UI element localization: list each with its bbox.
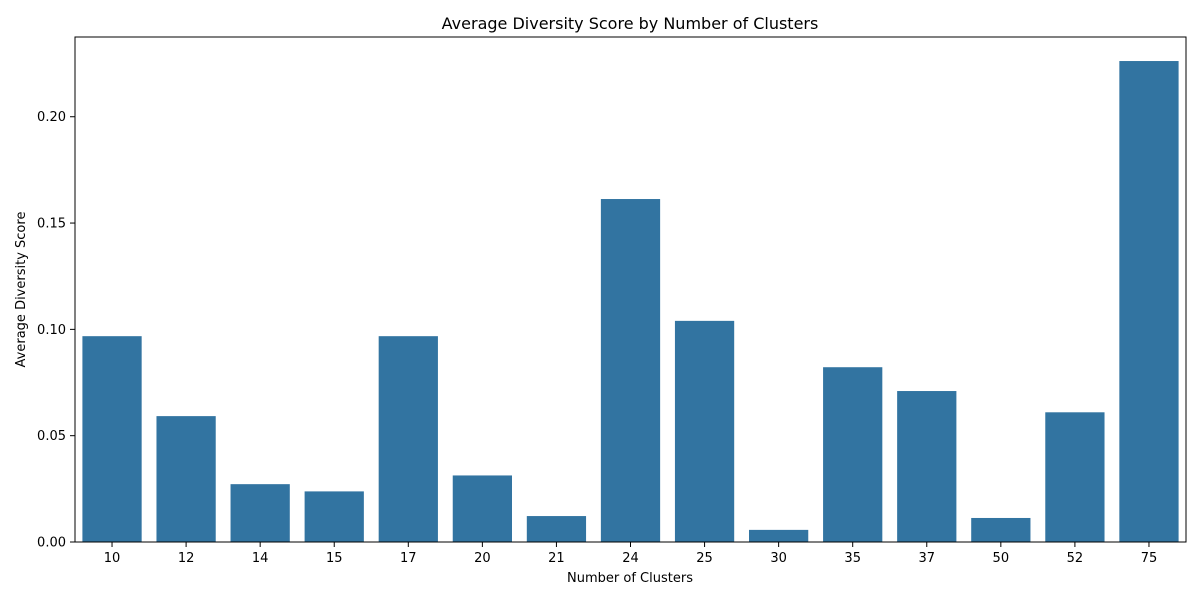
x-tick-label-14: 14 (252, 551, 269, 566)
y-tick-label-1: 0.05 (37, 429, 66, 444)
x-tick-label-20: 20 (474, 551, 491, 566)
bars-group (82, 61, 1179, 542)
bar-37 (897, 391, 957, 542)
x-tick-label-37: 37 (918, 551, 935, 566)
bar-52 (1045, 412, 1105, 542)
y-tick-label-0: 0.00 (37, 536, 66, 551)
x-tick-label-35: 35 (844, 551, 861, 566)
y-tick-label-3: 0.15 (37, 217, 66, 232)
x-tick-label-75: 75 (1141, 551, 1158, 566)
bar-20 (452, 475, 512, 542)
x-tick-label-50: 50 (993, 551, 1010, 566)
x-axis-ticks: 10 12 14 15 17 20 21 24 25 30 35 37 50 52 75 (104, 542, 1157, 566)
chart-title: Average Diversity Score by Number of Clu… (442, 14, 819, 33)
bar-21 (526, 516, 587, 542)
bar-35 (823, 367, 883, 542)
bar-10 (82, 336, 142, 542)
x-tick-label-12: 12 (178, 551, 195, 566)
x-tick-label-52: 52 (1067, 551, 1084, 566)
bar-25 (674, 320, 735, 542)
plot-frame (74, 36, 1187, 543)
y-axis-label: Average Diversity Score (14, 212, 29, 368)
x-tick-label-17: 17 (400, 551, 417, 566)
x-tick-label-24: 24 (622, 551, 639, 566)
bar-14 (230, 484, 290, 542)
bar-50 (971, 517, 1031, 542)
bar-15 (304, 491, 364, 542)
bar-75 (1119, 61, 1179, 542)
x-axis-label: Number of Clusters (567, 571, 693, 586)
x-tick-label-21: 21 (548, 551, 565, 566)
y-tick-label-4: 0.20 (37, 110, 66, 125)
x-tick-label-25: 25 (696, 551, 713, 566)
bar-30 (749, 529, 809, 542)
x-tick-label-30: 30 (770, 551, 787, 566)
bar-17 (378, 336, 438, 542)
bar-12 (156, 416, 216, 542)
bar-24 (600, 199, 661, 542)
y-tick-label-2: 0.10 (37, 323, 66, 338)
y-axis-ticks: 0.00 0.05 0.10 0.15 0.20 (37, 110, 75, 551)
x-tick-label-10: 10 (104, 551, 121, 566)
x-tick-label-15: 15 (326, 551, 343, 566)
